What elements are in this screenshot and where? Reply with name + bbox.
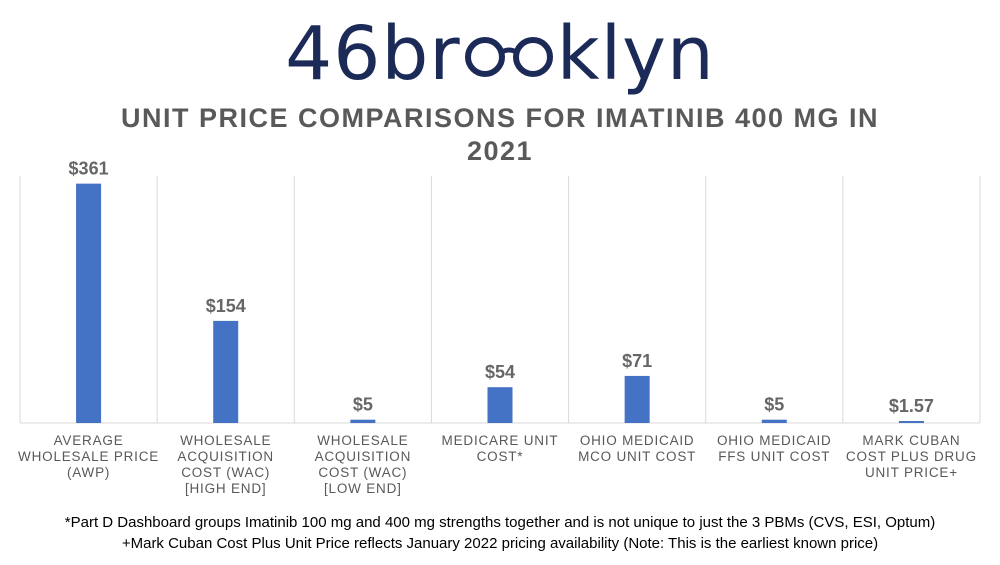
bar-0 <box>76 183 102 423</box>
logo-text-suffix: klyn <box>556 11 715 97</box>
data-label-6: $1.57 <box>889 396 934 416</box>
data-label-4: $71 <box>622 351 652 371</box>
category-label-0-line-2: (AWP) <box>67 465 110 480</box>
bar-4 <box>624 375 650 423</box>
category-label-0-line-1: WHOLESALE PRICE <box>18 449 159 464</box>
footnote-part-d: *Part D Dashboard groups Imatinib 100 mg… <box>64 514 936 531</box>
data-label-5: $5 <box>764 395 784 415</box>
data-label-1: $154 <box>206 296 246 316</box>
category-label-3-line-0: MEDICARE UNIT <box>442 433 559 448</box>
brand-logo: 46br klyn <box>0 10 1000 98</box>
category-label-1-line-1: ACQUISITION <box>177 449 274 464</box>
data-label-0: $361 <box>69 159 109 179</box>
category-label-5-line-0: OHIO MEDICAID <box>717 433 832 448</box>
category-label-6-line-0: MARK CUBAN <box>862 433 960 448</box>
category-label-0-line-0: AVERAGE <box>54 433 124 448</box>
category-label-1-line-3: [HIGH END] <box>185 481 267 496</box>
logo-text-prefix: 46br <box>285 11 461 97</box>
bar-3 <box>487 387 513 423</box>
category-label-1-line-0: WHOLESALE <box>180 433 271 448</box>
category-label-2-line-0: WHOLESALE <box>317 433 408 448</box>
category-label-6-line-1: COST PLUS DRUG <box>846 449 977 464</box>
data-label-3: $54 <box>485 362 515 382</box>
category-label-2-line-1: ACQUISITION <box>315 449 412 464</box>
category-label-1-line-2: COST (WAC) <box>181 465 270 480</box>
category-label-5-line-1: FFS UNIT COST <box>718 449 830 464</box>
category-label-2-line-2: COST (WAC) <box>318 465 407 480</box>
bar-1 <box>213 320 239 423</box>
footnote-cost-plus: +Mark Cuban Cost Plus Unit Price reflect… <box>121 535 879 552</box>
glasses-icon <box>463 17 555 91</box>
chart-title: UNIT PRICE COMPARISONS FOR IMATINIB 400 … <box>120 103 880 166</box>
data-label-2: $5 <box>353 395 373 415</box>
bar-6 <box>898 421 924 423</box>
footnotes: *Part D Dashboard groups Imatinib 100 mg… <box>0 512 1000 554</box>
bar-2 <box>350 419 376 423</box>
bar-5 <box>761 419 787 423</box>
category-label-4-line-1: MCO UNIT COST <box>578 449 696 464</box>
category-label-4-line-0: OHIO MEDICAID <box>580 433 695 448</box>
category-label-2-line-3: [LOW END] <box>324 481 402 496</box>
category-label-3-line-1: COST* <box>477 449 524 464</box>
category-label-6-line-2: UNIT PRICE+ <box>865 465 958 480</box>
